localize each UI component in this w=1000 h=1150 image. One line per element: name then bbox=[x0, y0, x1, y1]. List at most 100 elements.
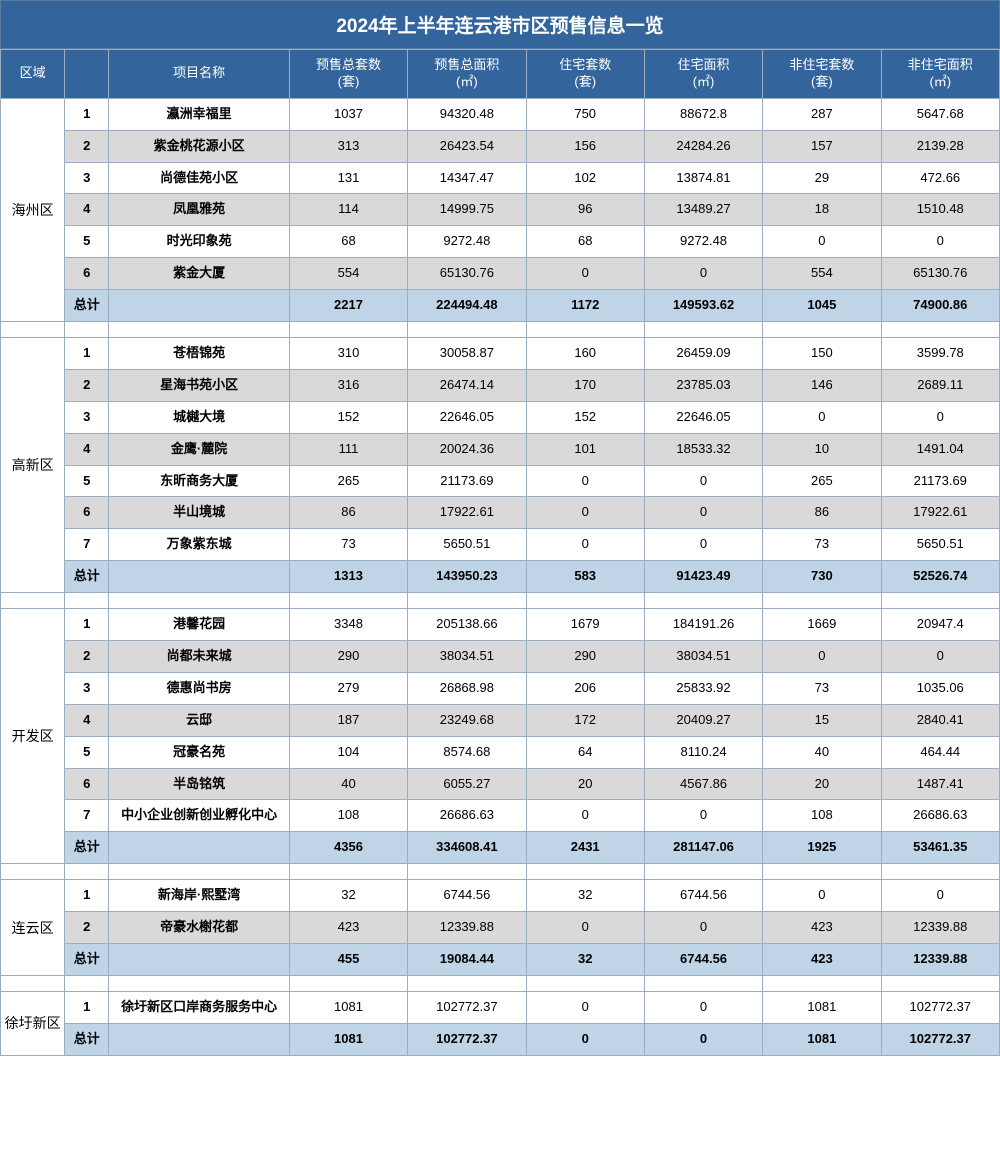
data-cell: 18 bbox=[763, 194, 881, 226]
data-cell: 152 bbox=[289, 401, 407, 433]
data-cell: 21173.69 bbox=[408, 465, 526, 497]
data-cell: 0 bbox=[644, 497, 762, 529]
spacer-row bbox=[1, 975, 1000, 991]
row-index: 1 bbox=[65, 991, 109, 1023]
data-cell: 8110.24 bbox=[644, 736, 762, 768]
data-cell: 108 bbox=[763, 800, 881, 832]
data-cell: 0 bbox=[763, 641, 881, 673]
data-cell: 20024.36 bbox=[408, 433, 526, 465]
data-cell: 0 bbox=[526, 529, 644, 561]
table-row: 开发区1港馨花园3348205138.661679184191.26166920… bbox=[1, 609, 1000, 641]
data-cell: 0 bbox=[644, 912, 762, 944]
data-cell: 1037 bbox=[289, 98, 407, 130]
total-row: 总计4356334608.412431281147.06192553461.35 bbox=[1, 832, 1000, 864]
table-row: 3城樾大境15222646.0515222646.0500 bbox=[1, 401, 1000, 433]
project-name: 新海岸·熙墅湾 bbox=[109, 880, 290, 912]
table-row: 2帝豪水榭花都42312339.880042312339.88 bbox=[1, 912, 1000, 944]
table-row: 3德惠尚书房27926868.9820625833.92731035.06 bbox=[1, 672, 1000, 704]
row-index: 2 bbox=[65, 130, 109, 162]
data-cell: 65130.76 bbox=[408, 258, 526, 290]
data-cell: 101 bbox=[526, 433, 644, 465]
col-c5: 非住宅套数(套) bbox=[763, 50, 881, 99]
data-cell: 14347.47 bbox=[408, 162, 526, 194]
row-index: 5 bbox=[65, 465, 109, 497]
col-c2: 预售总面积(㎡) bbox=[408, 50, 526, 99]
project-name: 德惠尚书房 bbox=[109, 672, 290, 704]
data-cell: 1081 bbox=[289, 991, 407, 1023]
data-cell: 22646.05 bbox=[408, 401, 526, 433]
table-row: 4凤凰雅苑11414999.759613489.27181510.48 bbox=[1, 194, 1000, 226]
data-cell: 18533.32 bbox=[644, 433, 762, 465]
data-cell: 464.44 bbox=[881, 736, 999, 768]
data-cell: 0 bbox=[763, 226, 881, 258]
data-cell: 0 bbox=[763, 401, 881, 433]
data-cell: 22646.05 bbox=[644, 401, 762, 433]
data-cell: 10 bbox=[763, 433, 881, 465]
data-cell: 86 bbox=[763, 497, 881, 529]
data-cell: 6744.56 bbox=[408, 880, 526, 912]
data-cell: 32 bbox=[289, 880, 407, 912]
total-cell: 0 bbox=[644, 1023, 762, 1055]
page-title: 2024年上半年连云港市区预售信息一览 bbox=[0, 0, 1000, 49]
data-cell: 313 bbox=[289, 130, 407, 162]
data-cell: 102772.37 bbox=[408, 991, 526, 1023]
data-cell: 290 bbox=[289, 641, 407, 673]
data-cell: 750 bbox=[526, 98, 644, 130]
data-cell: 287 bbox=[763, 98, 881, 130]
project-name: 东昕商务大厦 bbox=[109, 465, 290, 497]
project-name: 中小企业创新创业孵化中心 bbox=[109, 800, 290, 832]
data-cell: 73 bbox=[763, 529, 881, 561]
total-cell: 334608.41 bbox=[408, 832, 526, 864]
total-cell: 1081 bbox=[763, 1023, 881, 1055]
total-cell: 53461.35 bbox=[881, 832, 999, 864]
project-name: 半山境城 bbox=[109, 497, 290, 529]
data-cell: 26459.09 bbox=[644, 338, 762, 370]
total-cell: 52526.74 bbox=[881, 561, 999, 593]
data-cell: 0 bbox=[881, 401, 999, 433]
project-name: 尚都未来城 bbox=[109, 641, 290, 673]
data-cell: 0 bbox=[644, 991, 762, 1023]
data-cell: 0 bbox=[881, 226, 999, 258]
data-cell: 73 bbox=[289, 529, 407, 561]
data-cell: 111 bbox=[289, 433, 407, 465]
project-name: 星海书苑小区 bbox=[109, 369, 290, 401]
project-name: 徐圩新区口岸商务服务中心 bbox=[109, 991, 290, 1023]
row-index: 7 bbox=[65, 800, 109, 832]
data-cell: 17922.61 bbox=[408, 497, 526, 529]
table-row: 2紫金桃花源小区31326423.5415624284.261572139.28 bbox=[1, 130, 1000, 162]
total-cell: 281147.06 bbox=[644, 832, 762, 864]
table-row: 高新区1苍梧锦苑31030058.8716026459.091503599.78 bbox=[1, 338, 1000, 370]
project-name: 苍梧锦苑 bbox=[109, 338, 290, 370]
data-cell: 3348 bbox=[289, 609, 407, 641]
data-cell: 0 bbox=[526, 258, 644, 290]
data-cell: 279 bbox=[289, 672, 407, 704]
empty-cell bbox=[109, 944, 290, 976]
row-index: 5 bbox=[65, 226, 109, 258]
data-cell: 20 bbox=[526, 768, 644, 800]
col-region: 区域 bbox=[1, 50, 65, 99]
data-cell: 554 bbox=[763, 258, 881, 290]
total-cell: 74900.86 bbox=[881, 290, 999, 322]
data-cell: 20 bbox=[763, 768, 881, 800]
data-cell: 68 bbox=[289, 226, 407, 258]
table-row: 2尚都未来城29038034.5129038034.5100 bbox=[1, 641, 1000, 673]
data-cell: 40 bbox=[763, 736, 881, 768]
project-name: 瀛洲幸福里 bbox=[109, 98, 290, 130]
project-name: 时光印象苑 bbox=[109, 226, 290, 258]
total-cell: 12339.88 bbox=[881, 944, 999, 976]
total-label: 总计 bbox=[65, 290, 109, 322]
total-cell: 102772.37 bbox=[408, 1023, 526, 1055]
data-cell: 9272.48 bbox=[408, 226, 526, 258]
data-cell: 4567.86 bbox=[644, 768, 762, 800]
data-cell: 23249.68 bbox=[408, 704, 526, 736]
total-label: 总计 bbox=[65, 944, 109, 976]
data-cell: 102772.37 bbox=[881, 991, 999, 1023]
region-cell: 开发区 bbox=[1, 609, 65, 864]
project-name: 紫金大厦 bbox=[109, 258, 290, 290]
data-cell: 0 bbox=[644, 465, 762, 497]
project-name: 尚德佳苑小区 bbox=[109, 162, 290, 194]
empty-cell bbox=[109, 1023, 290, 1055]
spacer-row bbox=[1, 593, 1000, 609]
col-c1: 预售总套数(套) bbox=[289, 50, 407, 99]
data-cell: 1679 bbox=[526, 609, 644, 641]
